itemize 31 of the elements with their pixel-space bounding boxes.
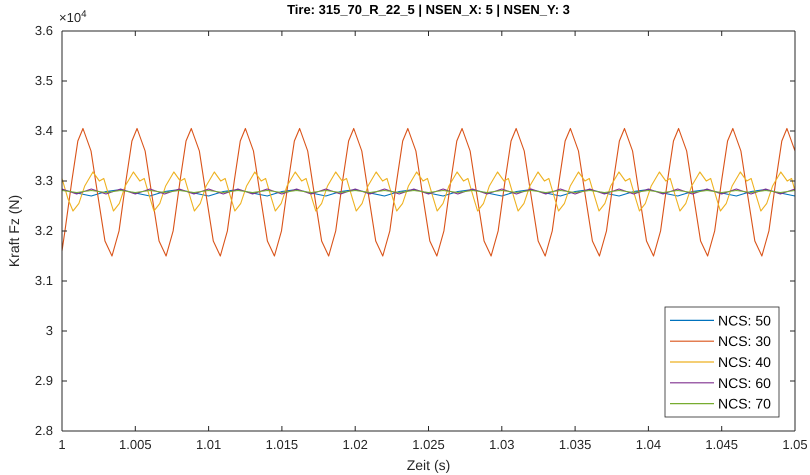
y-tick-label: 2.9 [34,373,53,388]
y-tick-label: 3.5 [34,73,53,88]
x-axis-title: Zeit (s) [406,457,450,473]
y-tick-label: 3.6 [34,23,53,38]
legend-label: NCS: 70 [718,396,772,412]
y-tick-label: 3.4 [34,123,53,138]
x-tick-label: 1.045 [705,437,738,452]
text: ×10$^{4}$ [59,8,88,25]
x-tick-label: 1.02 [342,437,368,452]
y-tick-label: 3.3 [34,173,53,188]
legend-label: NCS: 50 [718,312,772,328]
y-tick-label: 2.8 [34,423,53,438]
x-tick-label: 1 [58,437,66,452]
y-tick-label: 3.2 [34,223,53,238]
x-tick-label: 1.035 [558,437,592,452]
x-tick-label: 1.005 [119,437,152,452]
x-tick-label: 1.015 [266,437,298,452]
chart-title: Tire: 315_70_R_22_5 | NSEN_X: 5 | NSEN_Y: 3 [287,2,570,17]
x-tick-label: 1.05 [782,437,808,452]
y-tick-label: 3.1 [34,273,53,288]
x-tick-label: 1.01 [196,437,222,452]
y-tick-label: 3 [46,323,53,338]
line-series [61,171,796,212]
y-axis-title: Kraft Fz (N) [6,194,22,268]
x-tick-label: 1.04 [636,437,662,452]
x-tick-label: 1.025 [412,437,445,452]
line-series [61,128,796,257]
legend-label: NCS: 30 [718,333,772,350]
x-tick-label: 1.03 [489,437,514,452]
legend-label: NCS: 40 [718,354,772,370]
legend-label: NCS: 60 [718,374,772,391]
